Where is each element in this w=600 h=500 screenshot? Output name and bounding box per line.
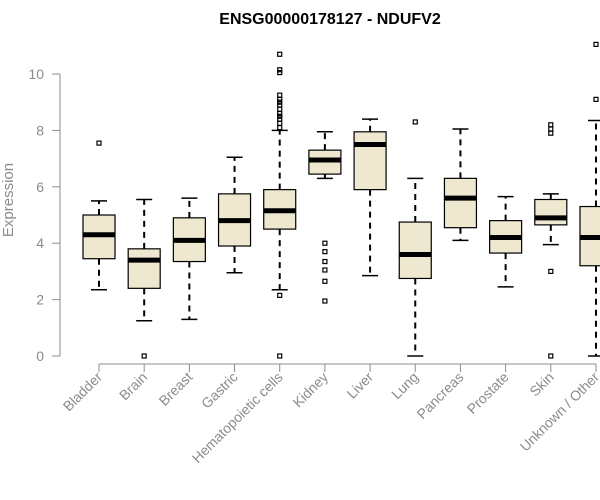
- box-bladder: [82, 140, 116, 291]
- chart-title: ENSG00000178127 - NDUFV2: [219, 11, 441, 28]
- outlier-point: [593, 96, 599, 102]
- y-tick-label: 8: [36, 122, 44, 138]
- outlier-point: [277, 113, 283, 119]
- x-category-label: Bladder: [60, 369, 106, 415]
- x-category-label: Prostate: [464, 369, 512, 417]
- box-skin: [534, 122, 568, 359]
- outlier-point: [322, 249, 328, 255]
- outlier-point: [412, 119, 418, 125]
- plot-area: [82, 41, 600, 359]
- box-liver: [353, 118, 387, 277]
- box-brain: [127, 198, 161, 359]
- outlier-point: [277, 120, 283, 126]
- box-gastric: [217, 156, 252, 274]
- outlier-point: [322, 267, 328, 273]
- outlier-point: [593, 41, 599, 47]
- outlier-point: [277, 116, 283, 122]
- outlier-point: [548, 126, 554, 132]
- box-body: [398, 221, 432, 280]
- outlier-point: [548, 268, 554, 274]
- outlier-point: [548, 130, 554, 136]
- y-axis: 0 2 4 6 8 10: [28, 66, 61, 364]
- x-category-label: Gastric: [198, 369, 241, 412]
- box-pancreas: [443, 128, 478, 242]
- outlier-point: [322, 298, 328, 304]
- x-category-label: Unknown / Other: [516, 369, 600, 455]
- outlier-point: [277, 96, 283, 102]
- x-category-label: Brain: [116, 369, 150, 403]
- box-kidney: [308, 131, 342, 304]
- outlier-point: [277, 102, 283, 108]
- outlier-point: [322, 240, 328, 246]
- box-prostate: [489, 195, 523, 288]
- outlier-point: [277, 292, 283, 298]
- box-body: [534, 198, 568, 226]
- outlier-point: [548, 122, 554, 128]
- box-unknown-other: [579, 41, 600, 357]
- box-body: [127, 248, 161, 289]
- y-tick-label: 0: [36, 348, 44, 364]
- box-lung: [398, 119, 432, 357]
- box-body: [353, 131, 387, 191]
- outlier-point: [322, 258, 328, 265]
- x-category-label: Lung: [388, 369, 421, 402]
- outlier-point: [322, 278, 328, 284]
- x-category-label: Skin: [526, 369, 557, 400]
- outlier-point: [548, 353, 554, 359]
- box-hematopoietic-cells: [263, 51, 297, 359]
- outlier-point: [141, 353, 147, 359]
- box-body: [443, 177, 478, 229]
- outlier-point: [277, 69, 283, 76]
- outlier-point: [277, 106, 283, 112]
- x-category-label: Breast: [156, 369, 196, 409]
- x-category-label: Liver: [343, 369, 376, 402]
- y-tick-label: 6: [36, 179, 44, 195]
- outlier-point: [277, 51, 283, 57]
- outlier-point: [277, 110, 283, 117]
- outlier-point: [277, 67, 283, 73]
- x-category-label: Kidney: [289, 369, 331, 411]
- x-category-label: Pancreas: [413, 369, 466, 422]
- y-axis-label: Expression: [0, 163, 17, 237]
- outlier-point: [277, 353, 283, 359]
- outlier-point: [277, 124, 283, 131]
- box-breast: [172, 197, 206, 321]
- y-tick-label: 10: [28, 66, 44, 82]
- outlier-point: [96, 140, 102, 146]
- outlier-point: [277, 92, 283, 98]
- outlier-point: [277, 99, 283, 105]
- y-tick-label: 2: [36, 292, 44, 308]
- y-tick-label: 4: [36, 235, 44, 251]
